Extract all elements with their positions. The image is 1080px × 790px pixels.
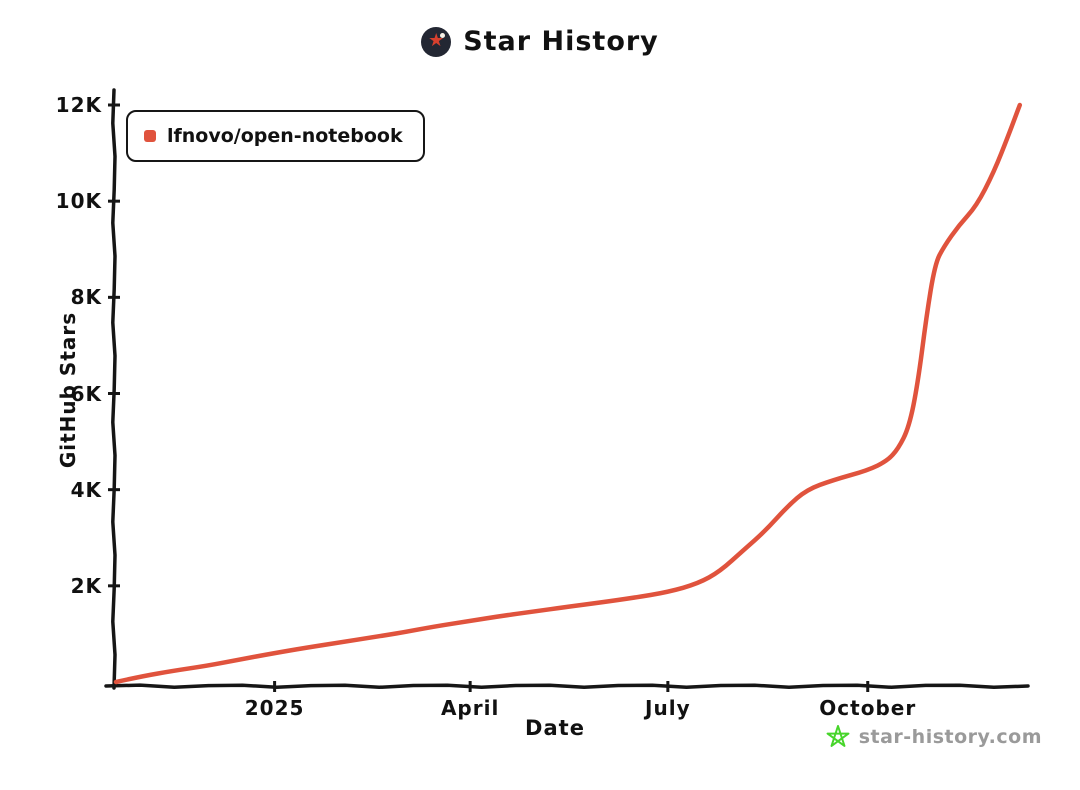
y-tick-label-5: 12K [55,93,102,117]
x-tick-label-1: April [440,696,500,720]
star-doodle-icon [826,725,850,747]
y-tick-label-1: 4K [70,477,102,502]
series-line [113,102,1023,685]
x-tick-label-3: October [819,696,917,720]
x-tick-label-0: 2025 [244,696,305,720]
series-marker-icon [144,130,156,142]
chart-header: ★ Star History [0,26,1080,57]
y-tick-label-0: 2K [70,573,102,598]
x-axis-label: Date [525,716,585,740]
chart-title: Star History [463,26,659,57]
star-history-logo-icon: ★ [421,26,452,57]
y-axis [111,88,117,690]
y-tick-label-3: 8K [70,285,102,310]
y-tick-label-4: 10K [55,189,102,214]
y-tick-label-2: 6K [70,381,102,406]
legend: lfnovo/open-notebook [126,110,425,162]
legend-label: lfnovo/open-notebook [167,125,403,147]
watermark-text: star-history.com [858,726,1042,748]
watermark-link[interactable]: star-history.com [825,724,1042,750]
x-tick-label-2: July [645,696,691,720]
x-axis [104,683,1030,690]
